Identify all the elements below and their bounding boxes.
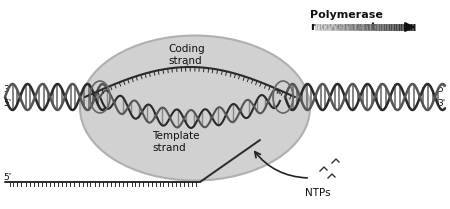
Text: NTPs: NTPs: [305, 188, 331, 198]
Text: Coding
strand: Coding strand: [168, 44, 205, 66]
Text: 5': 5': [3, 98, 11, 107]
Text: 5': 5': [3, 173, 11, 182]
Text: Template
strand: Template strand: [152, 131, 199, 153]
Text: Polymerase
movement: Polymerase movement: [310, 10, 383, 32]
Text: 5': 5': [437, 85, 445, 94]
Ellipse shape: [80, 36, 310, 181]
Text: 3': 3': [3, 85, 11, 94]
Text: 3': 3': [437, 98, 445, 107]
